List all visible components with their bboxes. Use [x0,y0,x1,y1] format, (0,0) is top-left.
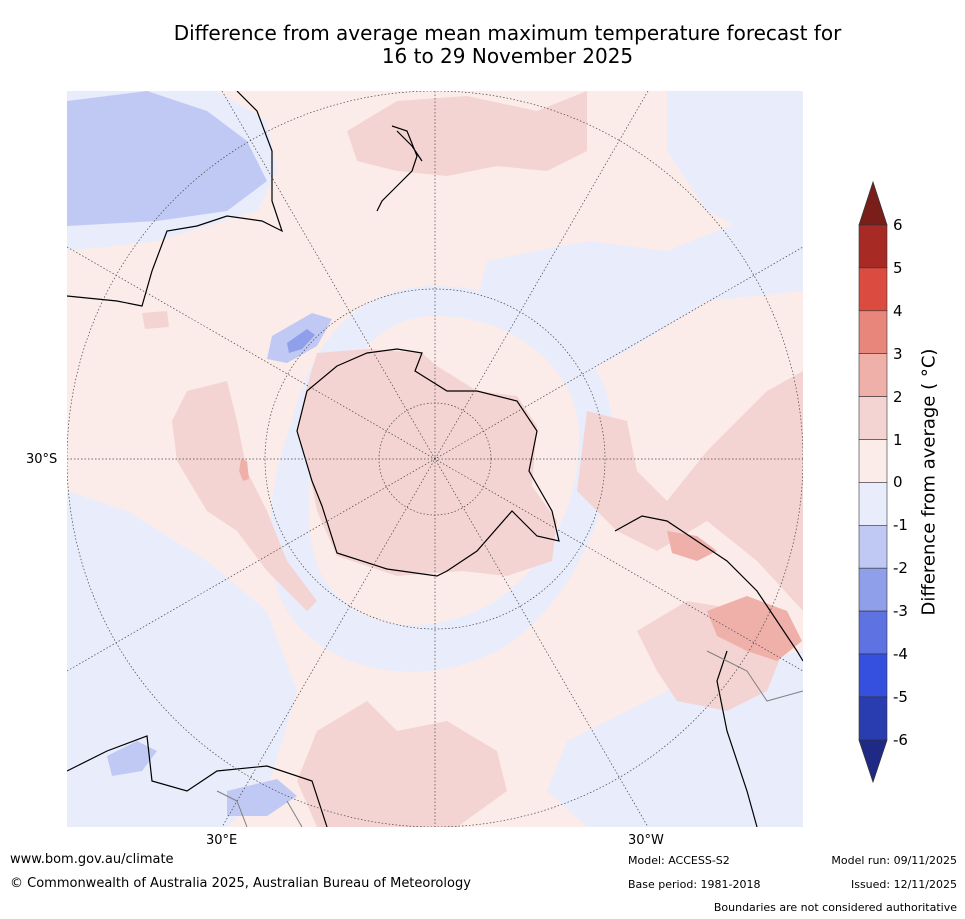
footer-base-period: Base period: 1981-2018 [628,878,761,891]
anomaly-region-2-to-3 [667,531,717,561]
colorbar-title: Difference from average ( °C) [918,348,940,616]
colorbar-tick-label: 0 [893,473,903,492]
forecast-map [67,91,803,827]
map-title: Difference from average mean maximum tem… [60,22,955,68]
colorbar-segment-0_1 [858,439,888,483]
colorbar-segment-m6_m5 [858,696,888,741]
africa-coastline [67,735,328,827]
anomaly-region-neg1-to-0 [67,491,297,827]
footer-issued: Issued: 12/11/2025 [850,878,957,891]
colorbar-segment-m1_0 [858,482,888,526]
anomaly-region-1-to-2 [297,701,507,827]
footer-disclaimer: Boundaries are not considered authoritat… [713,901,957,914]
anomaly-region-neg2-to-neg1 [67,91,267,226]
south-america-coastline [614,515,803,827]
graticule [67,91,803,827]
footer-model-run: Model run: 09/11/2025 [831,854,957,867]
new-zealand-coastline [376,125,423,212]
colorbar-under-triangle [858,739,888,784]
colorbar-tick-label: -3 [893,602,908,621]
anomaly-region-2-to-3 [239,459,249,481]
colorbar-tick-label: 2 [893,387,903,406]
anomaly-region-1-to-2 [297,349,557,576]
colorbar-segment-m4_m3 [858,610,888,655]
anomaly-region-1-to-2 [347,91,587,176]
anomaly-region-1-to-2 [142,311,169,329]
colorbar-tick-label: -1 [893,516,908,535]
footer-model: Model: ACCESS-S2 [628,854,730,867]
anomaly-region-1-to-2 [577,371,803,611]
colorbar-tick-label: 1 [893,430,903,449]
colorbar [858,180,888,784]
anomaly-region-neg2-to-neg1 [107,741,157,776]
antarctica-coastline [296,348,560,577]
colorbar-tick-label: 5 [893,258,903,277]
australia-coastline [67,91,284,307]
colorbar-segment-1_2 [858,396,888,440]
anomaly-region-neg3-to-neg2 [287,329,315,353]
footer-copyright: © Commonwealth of Australia 2025, Austra… [10,876,471,891]
colorbar-segment-5_6 [858,224,888,269]
anomaly-region-2-to-3 [707,596,802,661]
anomaly-region-neg1-to-0 [667,91,803,251]
colorbar-tick-label: 6 [893,216,903,234]
colorbar-tick-label: 3 [893,344,903,363]
lat-label-30s: 30°S [26,452,58,467]
anomaly-region-1-to-2 [172,381,317,611]
colorbar-segment-m3_m2 [858,567,888,612]
lon-label-30e: 30°E [206,833,238,848]
colorbar-segment-2_3 [858,353,888,397]
map-title-line2: 16 to 29 November 2025 [381,44,634,68]
colorbar-tick-label: -5 [893,687,908,706]
colorbar-segment-3_4 [858,310,888,355]
colorbar-over-triangle [858,180,888,226]
colorbar-segment-m2_m1 [858,524,888,569]
colorbar-tick-label: -4 [893,645,908,663]
footer-website: www.bom.gov.au/climate [10,852,174,867]
colorbar-tick-label: -2 [893,559,908,578]
colorbar-segment-m5_m4 [858,653,888,698]
map-title-line1: Difference from average mean maximum tem… [173,21,842,45]
colorbar-segment-4_5 [858,267,888,312]
colorbar-tick-label: 4 [893,301,903,320]
colorbar-tick-label: -6 [893,730,908,749]
lon-label-30w: 30°W [628,833,664,848]
